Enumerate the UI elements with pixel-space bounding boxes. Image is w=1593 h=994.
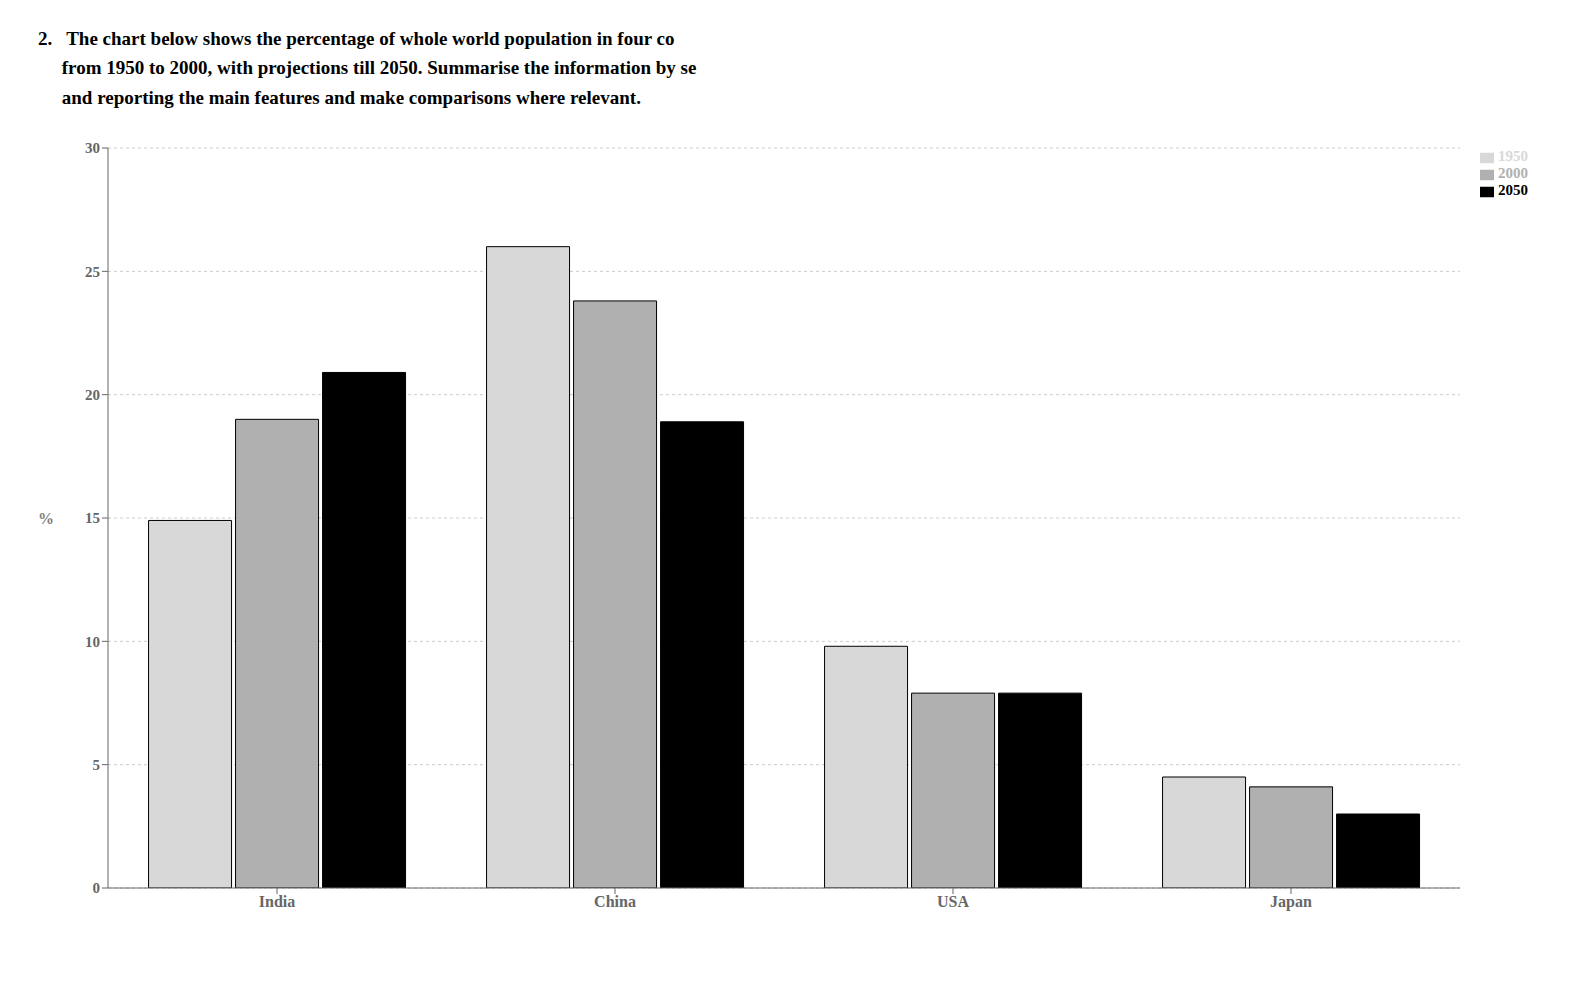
svg-text:USA: USA: [937, 894, 969, 911]
svg-text:30: 30: [85, 141, 100, 157]
html-text:2000: 2000: [1498, 165, 1528, 182]
svg-text:20: 20: [85, 387, 100, 403]
svg-text:India: India: [259, 894, 295, 911]
html-text:1950: 1950: [1498, 148, 1528, 165]
svg-text:15: 15: [85, 511, 100, 527]
html-text:2. The chart below shows the p: 2. The chart below shows the percentage …: [38, 28, 697, 108]
svg-text:China: China: [594, 894, 636, 911]
svg-text:5: 5: [93, 757, 101, 773]
svg-text:%: %: [38, 510, 54, 527]
svg-text:Japan: Japan: [1270, 894, 1312, 912]
svg-text:10: 10: [85, 634, 100, 650]
svg-text:25: 25: [85, 264, 100, 280]
html-text:2050: 2050: [1498, 182, 1528, 199]
svg-text:0: 0: [93, 881, 101, 897]
